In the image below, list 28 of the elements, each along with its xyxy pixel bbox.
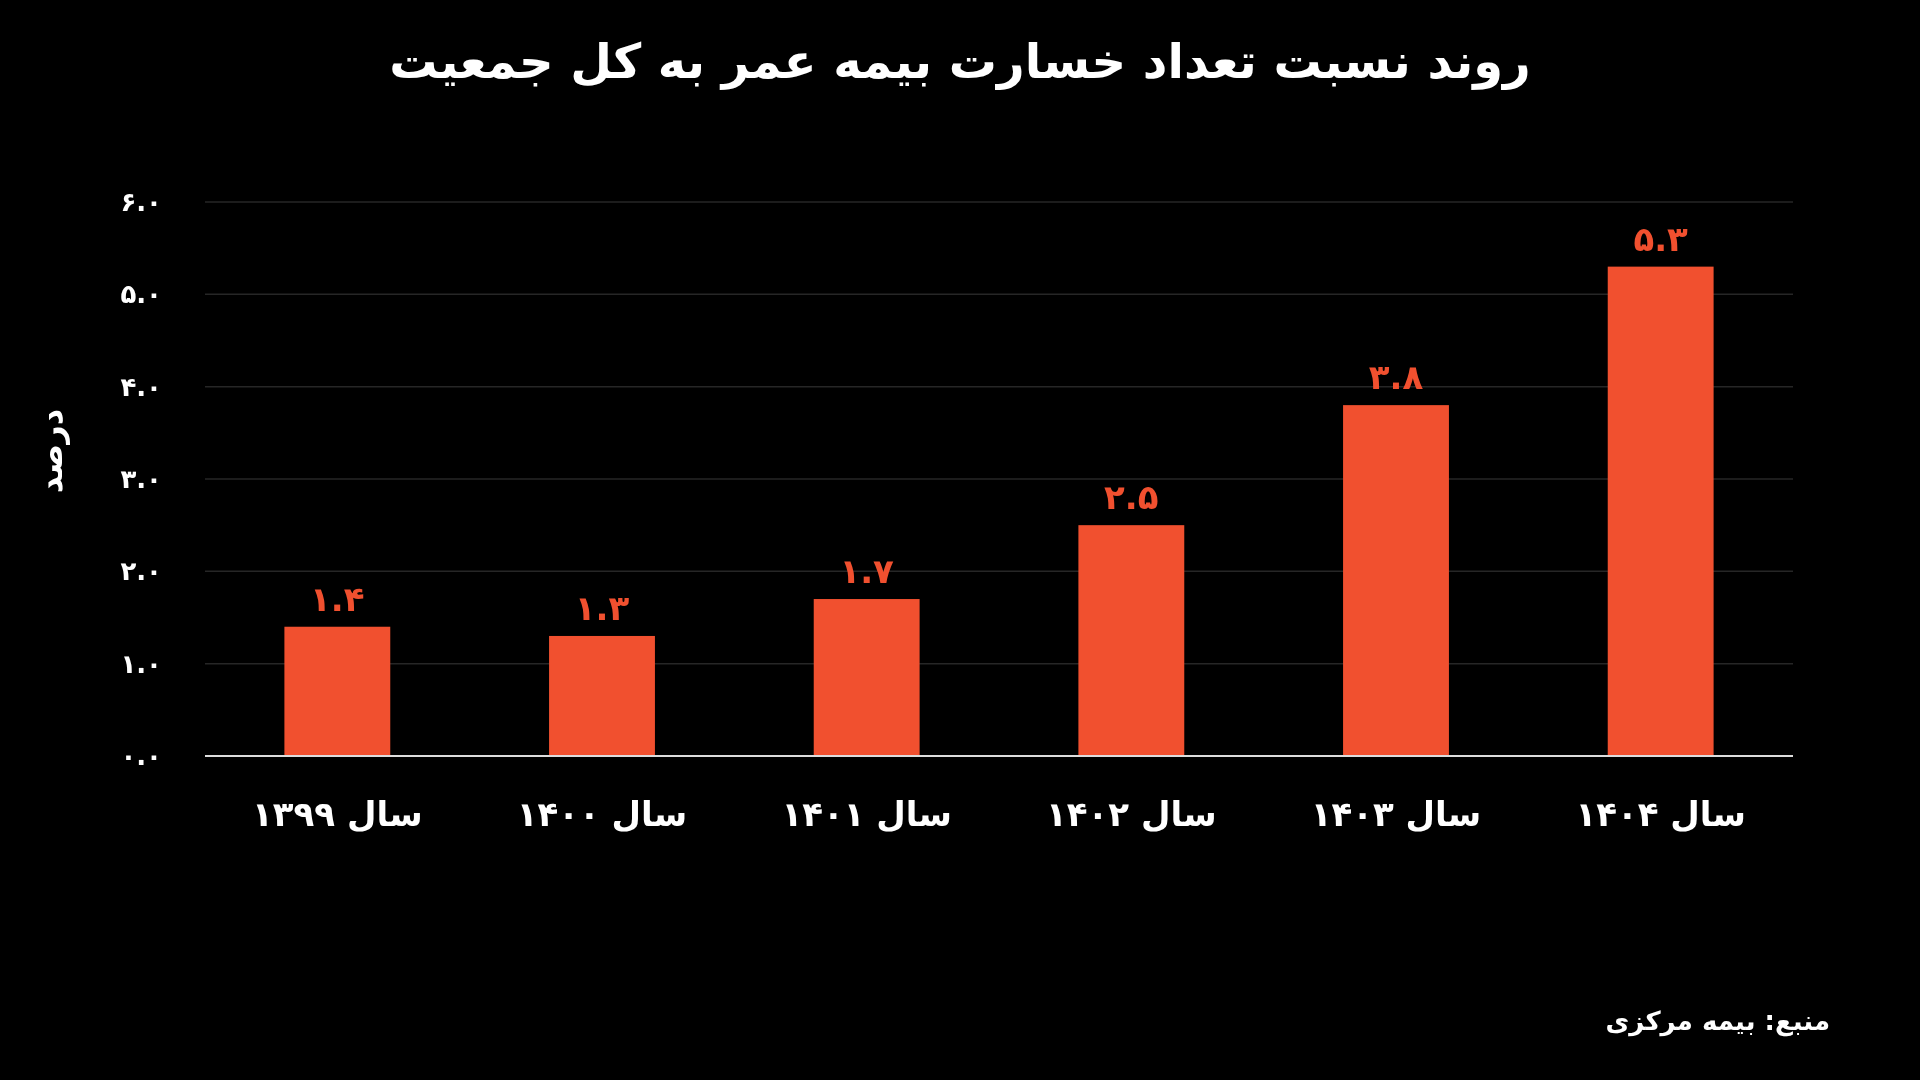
bar — [284, 626, 391, 756]
y-tick-label: ۳.۰ — [120, 464, 162, 494]
y-tick-label: ۵.۰ — [120, 279, 162, 310]
x-tick-label: سال ۱۴۰۱ — [781, 794, 952, 834]
y-tick-label: ۱.۰ — [120, 648, 162, 679]
x-tick-label: سال ۱۳۹۹ — [252, 794, 423, 834]
bar — [1343, 405, 1449, 756]
chart-title: روند نسبت تعداد خسارت بیمه عمر به کل جمعیت — [389, 33, 1531, 90]
y-tick-label: ۲.۰ — [120, 556, 162, 587]
bar — [813, 599, 920, 756]
y-tick-label: ۰.۰ — [120, 741, 162, 771]
x-tick-label: سال ۱۴۰۰ — [516, 794, 688, 834]
data-label: ۱.۴ — [310, 578, 365, 619]
bar — [1607, 266, 1714, 756]
data-label: ۱.۷ — [839, 551, 895, 592]
data-label: ۵.۳ — [1633, 218, 1689, 259]
data-label: ۱.۳ — [574, 587, 630, 628]
y-axis-title: درصد — [32, 408, 70, 494]
x-tick-label: سال ۱۴۰۴ — [1575, 794, 1746, 834]
y-tick-label: ۴.۰ — [120, 371, 162, 402]
x-tick-label: سال ۱۴۰۳ — [1310, 794, 1482, 834]
data-label: ۲.۵ — [1104, 477, 1159, 518]
x-tick-label: سال ۱۴۰۲ — [1046, 794, 1217, 834]
bar — [1078, 525, 1185, 756]
data-label: ۳.۸ — [1368, 357, 1424, 398]
y-tick-label: ۶.۰ — [120, 187, 162, 217]
bar — [549, 635, 655, 756]
text: منبع: بیمه مرکزی — [1605, 1006, 1830, 1037]
